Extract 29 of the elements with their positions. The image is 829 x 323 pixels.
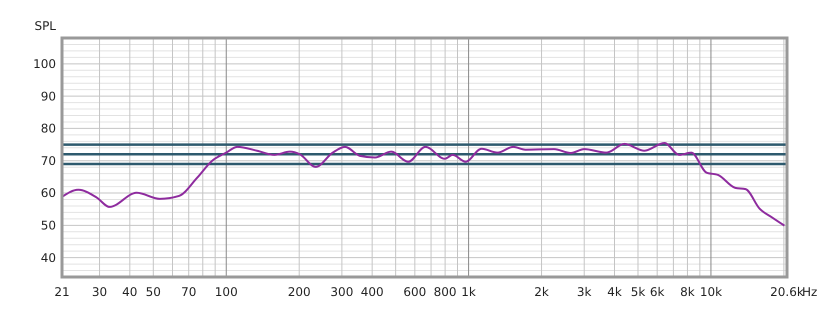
x-tick-label: 400 [360,285,384,299]
x-tick-label: 3k [576,285,592,299]
x-tick-label: 200 [288,285,311,299]
y-tick-label: 90 [40,89,56,104]
x-tick-label: 6k [650,285,665,299]
x-tick-label: 1k [461,285,476,299]
x-tick-label: 300 [330,285,354,299]
y-tick-label: 80 [40,122,56,136]
x-tick-label: 20.6k [770,285,804,299]
x-tick-label: 8k [680,285,695,299]
x-tick-label: 70 [181,285,196,299]
x-tick-label: 4k [607,285,622,299]
x-tick-label: 2k [534,285,549,299]
x-tick-label: 10k [700,285,722,299]
y-tick-label: 40 [40,250,56,265]
y-tick-label: 50 [40,218,56,233]
x-tick-label: 30 [92,285,108,299]
x-axis-title: Hz [802,285,818,299]
x-tick-label: 21 [54,285,70,299]
y-axis-title: SPL [34,19,56,33]
x-tick-label: 50 [146,285,161,299]
y-tick-label: 70 [40,154,56,168]
y-tick-label: 100 [33,57,56,72]
x-tick-label: 600 [403,285,426,299]
x-tick-label: 40 [122,285,138,299]
x-tick-label: 5k [630,285,646,299]
y-tick-label: 60 [40,186,56,200]
x-tick-label: 800 [434,285,457,299]
x-tick-label: 100 [214,285,238,299]
